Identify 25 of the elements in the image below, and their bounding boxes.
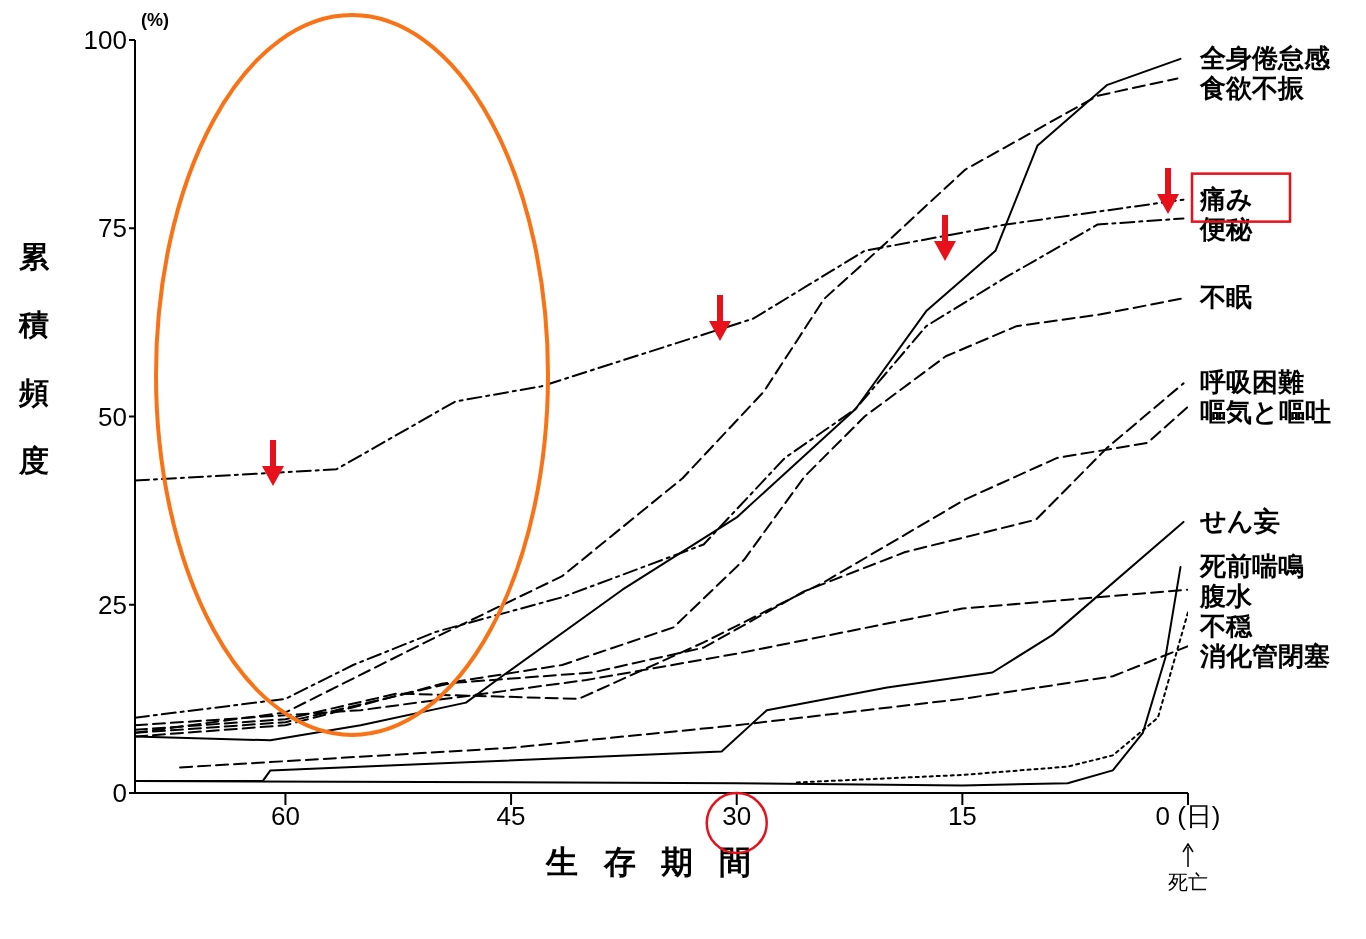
series-label: 食欲不振 <box>1200 72 1304 103</box>
y-tick-label: 0 <box>112 778 127 809</box>
y-tick-label: 25 <box>98 589 127 620</box>
series-label: 嘔気と嘔吐 <box>1200 397 1331 428</box>
text: (%) <box>141 10 169 31</box>
y-axis-title: 累積頻度 <box>18 239 50 479</box>
series-label: 消化管閉塞 <box>1200 641 1330 672</box>
x-tick-label: 30 <box>722 801 752 832</box>
y-tick-label: 50 <box>98 401 127 432</box>
x-tick-label: 0 (日) <box>1155 801 1221 832</box>
x-tick-label: 60 <box>270 801 300 832</box>
series-label: 不穏 <box>1200 611 1252 642</box>
series-label: 腹水 <box>1200 581 1252 612</box>
y-tick-label: 75 <box>98 213 127 244</box>
series-label: 痛み <box>1200 183 1253 214</box>
series-label: 不眠 <box>1200 282 1252 313</box>
text: 死亡 <box>1167 870 1209 895</box>
x-tick-label: 45 <box>496 801 526 832</box>
y-tick-label: 100 <box>83 25 127 56</box>
series-label: せん妄 <box>1200 505 1280 536</box>
series-label: 呼吸困難 <box>1200 367 1304 398</box>
series-label: 全身倦怠感 <box>1200 42 1330 73</box>
series-label: 便秘 <box>1200 213 1252 244</box>
x-tick-label: 15 <box>947 801 977 832</box>
series-label: 死前喘鳴 <box>1200 551 1304 582</box>
